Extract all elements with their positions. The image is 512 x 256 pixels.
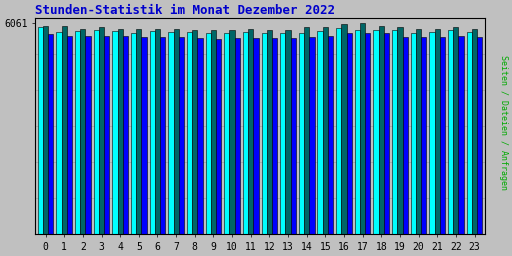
Bar <box>43 26 48 234</box>
Bar <box>174 29 179 234</box>
Bar <box>155 29 160 234</box>
Bar <box>179 37 184 234</box>
Bar <box>86 36 91 234</box>
Bar <box>61 26 67 234</box>
Bar <box>150 31 155 234</box>
Bar <box>192 30 198 234</box>
Bar <box>206 33 211 234</box>
Bar <box>397 27 402 234</box>
Bar <box>168 31 174 234</box>
Bar <box>80 29 86 234</box>
Bar <box>384 33 389 234</box>
Bar <box>477 37 482 234</box>
Bar <box>141 37 146 234</box>
Bar <box>392 30 397 234</box>
Bar <box>411 33 416 234</box>
Bar <box>421 37 426 234</box>
Bar <box>416 29 421 234</box>
Bar <box>160 37 165 234</box>
Bar <box>336 28 342 234</box>
Bar <box>253 38 259 234</box>
Bar <box>347 33 352 234</box>
Bar <box>365 33 371 234</box>
Bar <box>234 38 240 234</box>
Bar <box>402 37 408 234</box>
Bar <box>440 37 445 234</box>
Bar <box>448 30 453 234</box>
Bar <box>229 30 234 234</box>
Bar <box>291 38 296 234</box>
Bar <box>48 34 53 234</box>
Bar <box>272 38 277 234</box>
Bar <box>430 32 435 234</box>
Bar <box>379 26 384 234</box>
Bar <box>67 36 72 234</box>
Bar <box>373 30 379 234</box>
Bar <box>458 36 464 234</box>
Bar <box>280 33 285 234</box>
Bar <box>56 31 61 234</box>
Bar <box>123 36 128 234</box>
Bar <box>38 27 43 234</box>
Bar <box>216 38 221 234</box>
Bar <box>285 30 291 234</box>
Bar <box>467 31 472 234</box>
Bar <box>317 31 323 234</box>
Bar <box>323 27 328 234</box>
Bar <box>248 29 253 234</box>
Bar <box>75 31 80 234</box>
Bar <box>453 27 458 234</box>
Bar <box>136 29 141 234</box>
Bar <box>435 29 440 234</box>
Bar <box>304 27 309 234</box>
Bar <box>328 36 333 234</box>
Bar <box>299 33 304 234</box>
Text: Stunden-Statistik im Monat Dezember 2022: Stunden-Statistik im Monat Dezember 2022 <box>35 4 335 17</box>
Bar <box>118 29 123 234</box>
Bar <box>198 38 203 234</box>
Bar <box>104 36 110 234</box>
Bar <box>211 30 216 234</box>
Bar <box>99 27 104 234</box>
Text: Seiten / Dateien / Anfragen: Seiten / Dateien / Anfragen <box>499 55 508 190</box>
Bar <box>355 30 360 234</box>
Bar <box>243 32 248 234</box>
Bar <box>472 29 477 234</box>
Bar <box>94 30 99 234</box>
Bar <box>342 24 347 234</box>
Bar <box>131 33 136 234</box>
Bar <box>224 33 229 234</box>
Bar <box>112 31 118 234</box>
Bar <box>360 23 365 234</box>
Bar <box>262 33 267 234</box>
Bar <box>187 32 192 234</box>
Bar <box>267 30 272 234</box>
Bar <box>309 37 314 234</box>
